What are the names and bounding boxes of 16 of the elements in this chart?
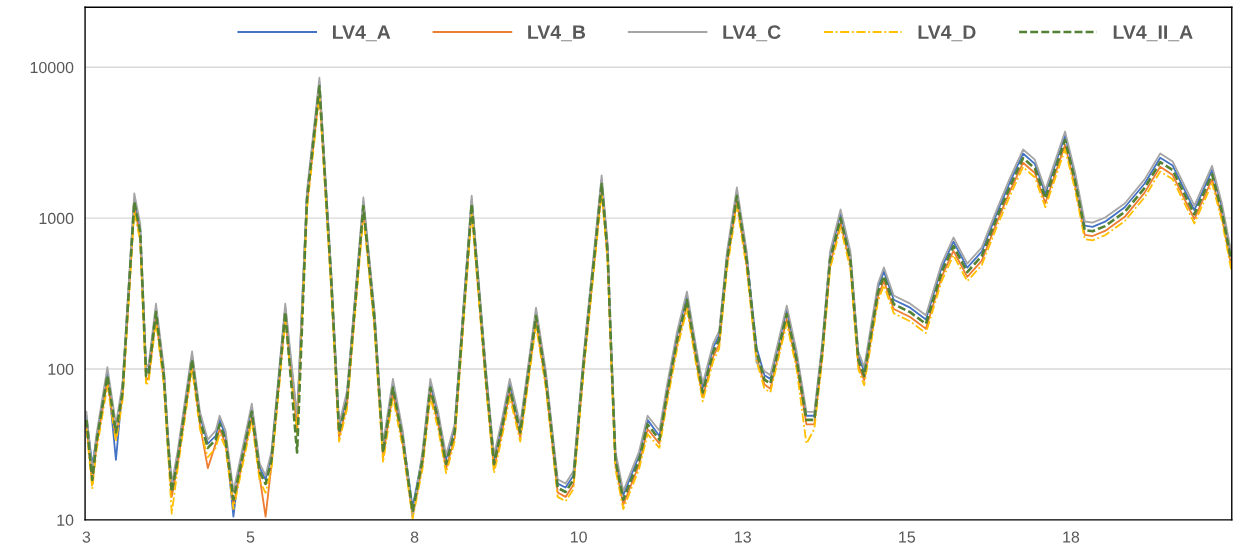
y-tick-label: 100 xyxy=(48,363,74,375)
x-tick-label: 18 xyxy=(1063,531,1080,543)
x-tick-label: 15 xyxy=(899,531,916,543)
y-tick-label: 10000 xyxy=(30,61,74,74)
y-tick-label: 10 xyxy=(57,514,74,526)
x-tick-label: 3 xyxy=(82,531,91,543)
x-tick-label: 8 xyxy=(410,531,419,543)
legend-label: LV4_II_A xyxy=(1113,25,1193,42)
legend-label: LV4_B xyxy=(528,25,586,42)
x-tick-label: 10 xyxy=(571,531,587,543)
legend-label: LV4_C xyxy=(723,25,781,42)
x-tick-label: 13 xyxy=(735,531,751,543)
legend-label: LV4_A xyxy=(332,25,391,42)
y-tick-label: 1000 xyxy=(39,212,74,225)
legend-label: LV4_D xyxy=(918,25,976,42)
x-tick-label: 5 xyxy=(246,531,255,543)
